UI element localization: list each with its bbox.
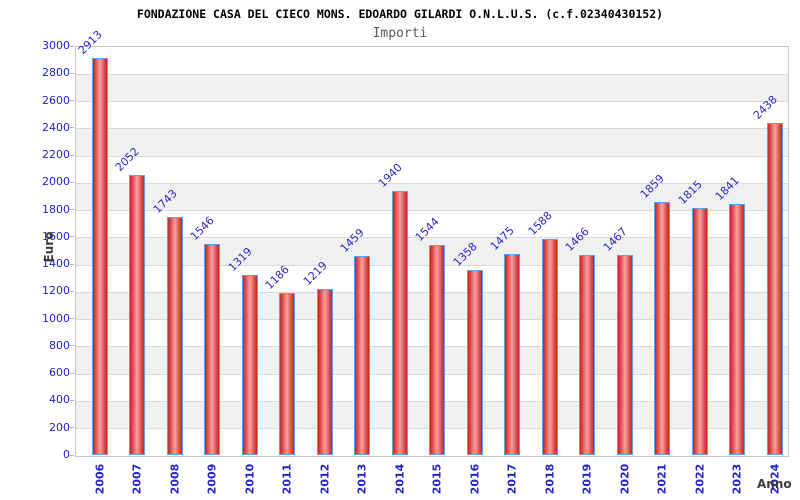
bar <box>541 238 558 455</box>
x-tick-label: 2012 <box>318 463 332 495</box>
bar <box>166 217 183 455</box>
y-tick <box>70 454 74 456</box>
x-tick-label: 2019 <box>580 463 594 495</box>
y-tick-label: 2000 <box>42 175 70 189</box>
x-axis-title: Anno <box>757 477 792 491</box>
x-tick-label: 2018 <box>543 463 557 495</box>
y-tick-label: 1400 <box>42 257 70 271</box>
y-tick-label: 3000 <box>42 39 70 52</box>
bar <box>354 256 371 455</box>
x-tick-label: 2011 <box>280 463 294 495</box>
bar <box>316 288 333 455</box>
grid-band <box>76 156 788 184</box>
chart-subtitle: Importi <box>372 26 428 41</box>
bar <box>579 255 596 455</box>
bar <box>504 253 521 455</box>
bar <box>729 204 746 455</box>
x-tick-label: 2023 <box>730 463 744 495</box>
x-tick-label: 2008 <box>168 463 182 495</box>
y-tick <box>70 318 74 320</box>
y-tick-label: 2600 <box>42 93 70 107</box>
y-tick <box>70 72 74 74</box>
bar <box>616 254 633 455</box>
grid-band <box>76 128 788 157</box>
y-tick-label: 800 <box>49 338 70 352</box>
bar <box>429 244 446 455</box>
x-tick-label: 2007 <box>130 463 144 495</box>
y-tick-label: 600 <box>49 366 70 380</box>
x-tick-label: 2014 <box>393 463 407 495</box>
bar <box>654 201 671 455</box>
bar <box>91 57 108 455</box>
y-tick-label: 0 <box>63 448 70 461</box>
x-tick-label: 2006 <box>93 463 107 495</box>
gridline <box>76 128 788 130</box>
y-tick <box>70 290 74 292</box>
bar <box>391 190 408 455</box>
y-tick-label: 200 <box>49 420 70 434</box>
y-tick-label: 2400 <box>42 120 70 134</box>
y-tick-label: 1800 <box>42 202 70 216</box>
gridline <box>76 73 788 75</box>
y-tick-label: 2200 <box>42 148 70 162</box>
gridline <box>76 210 788 212</box>
x-tick-label: 2013 <box>355 463 369 495</box>
y-tick <box>70 45 74 47</box>
y-tick-label: 2800 <box>42 66 70 80</box>
bar <box>466 269 483 455</box>
y-tick <box>70 127 74 129</box>
y-tick <box>70 181 74 183</box>
bar <box>279 293 296 455</box>
grid-band <box>76 47 788 75</box>
x-tick-label: 2022 <box>693 463 707 495</box>
gridline <box>76 101 788 103</box>
y-tick-label: 1200 <box>42 284 70 298</box>
y-tick <box>70 372 74 374</box>
y-tick <box>70 209 74 211</box>
chart-title: FONDAZIONE CASA DEL CIECO MONS. EDOARDO … <box>136 7 664 21</box>
bar <box>129 175 146 455</box>
y-tick-label: 1600 <box>42 229 70 243</box>
gridline <box>76 182 788 184</box>
y-axis-title: Euro <box>42 231 56 263</box>
y-tick <box>70 154 74 156</box>
bar <box>241 275 258 455</box>
bar <box>691 207 708 455</box>
y-tick <box>70 399 74 401</box>
gridline <box>76 155 788 157</box>
y-tick <box>70 263 74 265</box>
x-tick-label: 2021 <box>655 463 669 495</box>
y-tick <box>70 427 74 429</box>
bar <box>204 244 221 455</box>
grid-band <box>76 101 788 129</box>
bar <box>766 122 783 455</box>
x-tick-label: 2017 <box>505 463 519 495</box>
y-tick-label: 1000 <box>42 311 70 325</box>
x-tick-label: 2016 <box>468 463 482 495</box>
y-tick <box>70 100 74 102</box>
x-tick-label: 2010 <box>243 463 257 495</box>
x-tick-label: 2020 <box>618 463 632 495</box>
x-tick-label: 2009 <box>205 463 219 495</box>
y-tick <box>70 236 74 238</box>
x-tick-label: 2015 <box>430 463 444 495</box>
grid-band <box>76 74 788 102</box>
y-tick-label: 400 <box>49 393 70 407</box>
y-tick <box>70 345 74 347</box>
gridline <box>76 237 788 239</box>
